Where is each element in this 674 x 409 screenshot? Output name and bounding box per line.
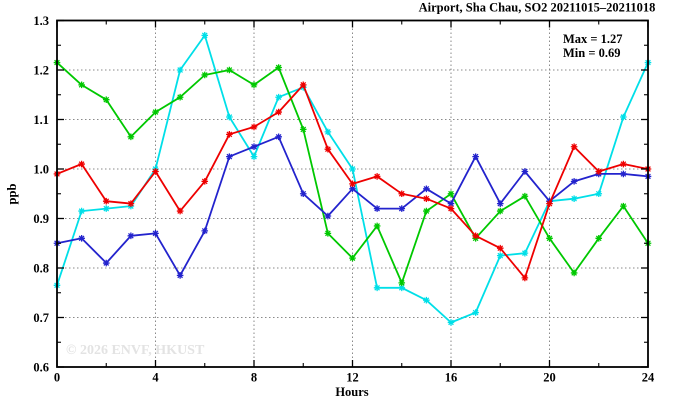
- y-tick-label: 0.8: [33, 262, 49, 276]
- y-tick-label: 0.9: [33, 212, 49, 226]
- x-tick-label: 24: [642, 371, 655, 385]
- watermark: © 2026 ENVF, HKUST: [66, 343, 205, 358]
- y-tick-label: 0.6: [33, 361, 49, 375]
- y-tick-label: 1.3: [33, 14, 49, 28]
- y-tick-label: 1.0: [33, 163, 49, 177]
- x-tick-label: 12: [346, 371, 359, 385]
- generated-plot-layers: 0 4 8 12 16 20 24 0.6 0.7 0.8 0.9 1.0 1.1 1.2 1.3: [33, 14, 655, 385]
- x-tick-label: 4: [152, 371, 159, 385]
- min-annotation: Min = 0.69: [563, 46, 620, 60]
- y-axis-label: ppb: [5, 184, 19, 205]
- x-tick-label: 0: [54, 371, 60, 385]
- y-tick-label: 0.7: [33, 311, 49, 325]
- red-line-markers: [53, 81, 652, 282]
- x-axis-label: Hours: [335, 385, 368, 399]
- x-tick-label: 20: [543, 371, 556, 385]
- y-tick-label: 1.1: [33, 113, 49, 127]
- y-tick-label: 1.2: [33, 64, 49, 78]
- chart-title: Airport, Sha Chau, SO2 20211015–20211018: [419, 1, 656, 15]
- x-tick-label: 16: [445, 371, 458, 385]
- max-annotation: Max = 1.27: [563, 32, 623, 46]
- x-tick-label: 8: [251, 371, 257, 385]
